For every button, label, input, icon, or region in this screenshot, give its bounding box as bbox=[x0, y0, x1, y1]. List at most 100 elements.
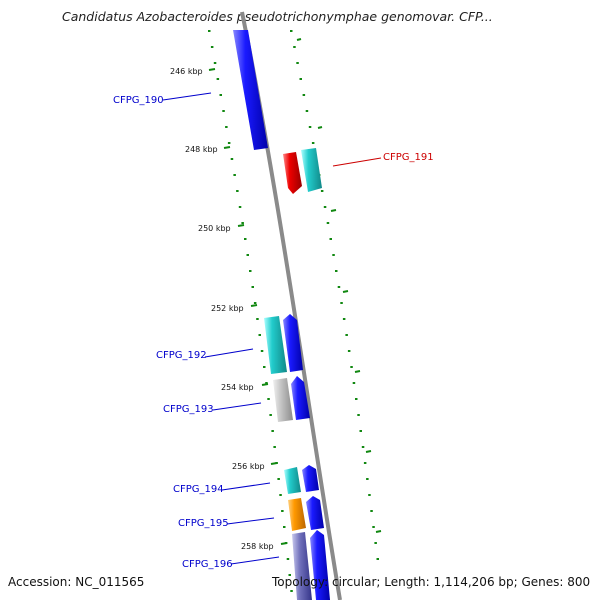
minor-tick bbox=[326, 222, 330, 224]
minor-tick bbox=[340, 302, 343, 304]
minor-tick bbox=[233, 174, 236, 176]
tick-label-252: 252 kbp bbox=[211, 304, 244, 313]
tick-248 bbox=[223, 146, 231, 149]
minor-tick bbox=[368, 494, 371, 496]
scale-ticks: 246 kbp 248 kbp 250 kbp 252 kbp 254 kbp … bbox=[170, 67, 288, 551]
gene-cfpg-194-neighbor[interactable] bbox=[302, 465, 319, 492]
minor-tick bbox=[352, 382, 356, 384]
minor-tick bbox=[359, 430, 362, 432]
minor-tick bbox=[374, 542, 377, 544]
minor-tick bbox=[329, 238, 332, 240]
minor-tick bbox=[244, 238, 247, 240]
minor-tick bbox=[256, 318, 259, 320]
minor-tick-marks bbox=[208, 30, 379, 592]
gene-label-cfpg-190[interactable]: CFPG_190 bbox=[113, 95, 164, 106]
gene-cfpg-190[interactable] bbox=[233, 30, 268, 150]
gene-cfpg-195[interactable] bbox=[288, 498, 306, 531]
minor-tick bbox=[350, 366, 353, 368]
minor-tick bbox=[251, 286, 254, 288]
minor-tick bbox=[260, 350, 264, 352]
gene-cfpg-191-neighbor[interactable] bbox=[301, 148, 322, 192]
gene-cfpg-192-neighbor[interactable] bbox=[283, 314, 303, 372]
minor-tick bbox=[267, 398, 270, 400]
gene-label-cfpg-194[interactable]: CFPG_194 bbox=[173, 484, 224, 495]
outer-tick bbox=[317, 126, 323, 129]
gene-cfpg-195-neighbor[interactable] bbox=[306, 496, 324, 530]
gene-cfpg-192[interactable] bbox=[264, 316, 287, 374]
minor-tick bbox=[299, 78, 302, 80]
minor-tick bbox=[213, 62, 217, 64]
leader-line-193 bbox=[212, 402, 262, 411]
minor-tick bbox=[238, 206, 242, 208]
minor-tick bbox=[323, 206, 327, 208]
minor-tick bbox=[361, 446, 365, 448]
minor-tick bbox=[308, 126, 312, 128]
map-title: Candidatus Azobacteroides pseudotrichony… bbox=[62, 9, 493, 24]
gene-label-cfpg-193[interactable]: CFPG_193 bbox=[163, 404, 214, 415]
minor-tick bbox=[288, 574, 291, 576]
gene-label-cfpg-192[interactable]: CFPG_192 bbox=[156, 350, 207, 361]
minor-tick bbox=[265, 382, 268, 384]
minor-tick bbox=[249, 270, 252, 272]
minor-tick bbox=[296, 62, 299, 64]
outer-tick bbox=[296, 38, 302, 41]
leader-line-194 bbox=[221, 482, 271, 491]
outer-tick bbox=[342, 290, 349, 293]
minor-tick bbox=[335, 270, 338, 272]
minor-tick bbox=[225, 126, 228, 128]
minor-tick bbox=[363, 462, 367, 464]
gene-cfpg-196[interactable] bbox=[292, 532, 312, 600]
minor-tick bbox=[320, 190, 324, 192]
minor-tick bbox=[366, 478, 369, 480]
minor-tick bbox=[337, 286, 341, 288]
gene-cfpg-193[interactable] bbox=[273, 378, 293, 422]
minor-tick bbox=[258, 334, 261, 336]
minor-tick bbox=[222, 110, 225, 112]
tick-252 bbox=[250, 304, 258, 307]
minor-tick bbox=[277, 478, 280, 480]
tick-label-254: 254 kbp bbox=[221, 383, 254, 392]
gene-labels: CFPG_190 CFPG_191 CFPG_192 CFPG_193 CFPG… bbox=[113, 92, 434, 570]
minor-tick bbox=[253, 302, 257, 304]
minor-tick bbox=[347, 350, 351, 352]
tick-label-248: 248 kbp bbox=[185, 145, 218, 154]
accession-text: Accession: NC_011565 bbox=[8, 575, 144, 589]
minor-tick bbox=[376, 558, 379, 560]
minor-tick bbox=[290, 590, 293, 592]
minor-tick bbox=[279, 494, 282, 496]
gene-features bbox=[233, 30, 330, 600]
outer-tick bbox=[365, 450, 372, 453]
minor-tick bbox=[281, 510, 284, 512]
minor-tick bbox=[342, 318, 346, 320]
tick-256 bbox=[270, 462, 278, 465]
tick-254 bbox=[261, 383, 269, 386]
minor-tick bbox=[372, 526, 375, 528]
outer-tick bbox=[330, 209, 337, 212]
minor-tick bbox=[357, 414, 360, 416]
leader-line-195 bbox=[226, 517, 275, 525]
tick-258 bbox=[280, 542, 288, 545]
minor-tick bbox=[311, 142, 315, 144]
minor-tick bbox=[269, 414, 272, 416]
gene-cfpg-193-neighbor[interactable] bbox=[291, 376, 310, 420]
minor-tick bbox=[283, 526, 286, 528]
tick-250 bbox=[237, 224, 245, 227]
gene-cfpg-194[interactable] bbox=[284, 467, 301, 494]
gene-label-cfpg-195[interactable]: CFPG_195 bbox=[178, 518, 229, 529]
minor-tick bbox=[219, 94, 222, 96]
outer-tick bbox=[354, 370, 361, 373]
tick-246 bbox=[208, 68, 216, 71]
gene-label-cfpg-196[interactable]: CFPG_196 bbox=[182, 559, 233, 570]
outer-tick bbox=[375, 530, 382, 533]
gene-cfpg-191[interactable] bbox=[283, 152, 302, 194]
tick-label-250: 250 kbp bbox=[198, 224, 231, 233]
gene-cfpg-196-neighbor[interactable] bbox=[310, 530, 330, 600]
minor-tick bbox=[227, 142, 231, 144]
minor-tick bbox=[216, 78, 220, 80]
minor-tick bbox=[305, 110, 309, 112]
tick-label-258: 258 kbp bbox=[241, 542, 274, 551]
gene-label-cfpg-191[interactable]: CFPG_191 bbox=[383, 152, 434, 163]
minor-tick bbox=[236, 190, 239, 192]
leader-line-191 bbox=[332, 157, 382, 167]
